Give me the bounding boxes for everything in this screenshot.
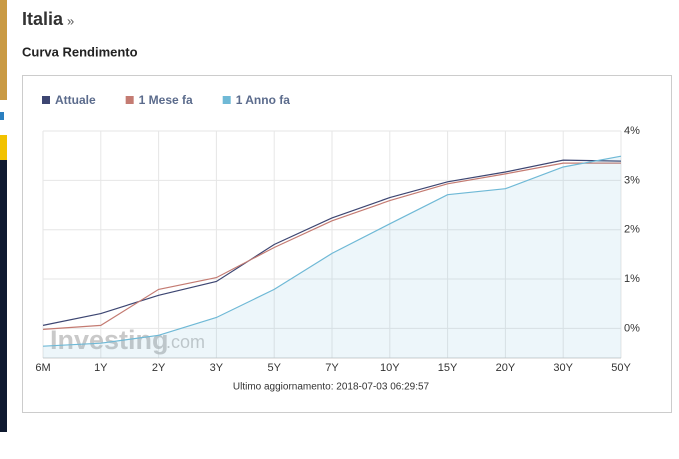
legend-swatch [222,96,231,104]
legend-label: 1 Anno fa [236,93,291,107]
y-tick-label: 1% [624,273,640,285]
x-tick-label: 20Y [496,362,516,374]
x-tick-label: 10Y [380,362,400,374]
footnote: Ultimo aggiornamento: 2018-07-03 06:29:5… [233,382,430,393]
chart-title: Curva Rendimento [22,44,138,59]
heading-link[interactable]: » [67,13,74,28]
line [42,162,621,330]
legend-swatch [125,96,134,104]
watermark: Investing [50,325,169,355]
x-tick-label: 5Y [267,362,281,374]
side-image [0,160,7,432]
x-tick-label: 1Y [94,362,108,374]
area [43,156,621,358]
side-image [0,0,7,100]
x-tick-label: 6M [35,362,50,374]
x-tick-label: 2Y [152,362,166,374]
legend-label: 1 Mese fa [139,93,193,107]
page-heading: Italia [22,9,64,29]
y-tick-label: 3% [624,174,640,186]
y-tick-label: 4% [624,125,640,137]
plot: 0% 1% 2% 3% 4% 6M 1Y 2Y 3Y 5Y 7Y 10Y 15Y 20Y 30Y 50Y Inv… [35,93,640,374]
x-tick-label: 15Y [438,362,458,374]
x-tick-label: 7Y [325,362,339,374]
x-tick-label: 50Y [611,362,631,374]
watermark-suffix: .com [166,332,205,352]
side-image [0,135,7,160]
legend-label: Attuale [55,93,96,107]
side-image [0,112,4,120]
x-tick-label: 3Y [210,362,224,374]
y-tick-label: 0% [624,322,640,334]
y-tick-label: 2% [624,224,640,236]
x-tick-label: 30Y [553,362,573,374]
legend-swatch [42,96,50,104]
line [42,155,622,347]
